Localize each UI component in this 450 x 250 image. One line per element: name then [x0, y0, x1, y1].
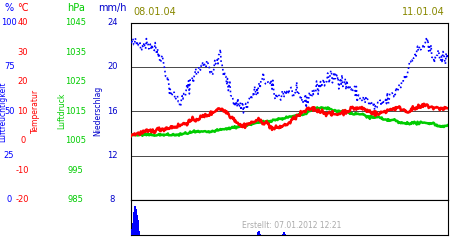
Bar	[134, 212, 135, 235]
Text: -10: -10	[16, 166, 30, 175]
Text: 10: 10	[18, 107, 28, 116]
Bar	[284, 234, 286, 235]
Text: Erstellt: 07.01.2012 12:21: Erstellt: 07.01.2012 12:21	[242, 221, 341, 230]
Text: 40: 40	[18, 18, 28, 27]
Text: 20: 20	[18, 77, 28, 86]
Text: 985: 985	[68, 196, 84, 204]
Text: 16: 16	[107, 107, 117, 116]
Text: 0: 0	[6, 196, 12, 204]
Text: Luftfeuchtigkeit: Luftfeuchtigkeit	[0, 81, 7, 142]
Text: 25: 25	[4, 151, 14, 160]
Text: 0: 0	[20, 136, 26, 145]
Bar	[131, 229, 133, 235]
Text: °C: °C	[17, 2, 29, 12]
Text: 100: 100	[1, 18, 17, 27]
Bar	[257, 232, 259, 235]
Bar	[136, 214, 138, 235]
Text: mm/h: mm/h	[98, 2, 126, 12]
Text: Niederschlag: Niederschlag	[94, 86, 103, 136]
Text: %: %	[4, 2, 13, 12]
Bar	[257, 230, 260, 235]
Text: 20: 20	[107, 62, 117, 72]
Text: Temperatur: Temperatur	[31, 89, 40, 133]
Text: 24: 24	[107, 18, 117, 27]
Text: 08.01.04: 08.01.04	[134, 7, 176, 17]
Text: 1005: 1005	[65, 136, 86, 145]
Text: 8: 8	[109, 196, 115, 204]
Bar	[133, 218, 135, 235]
Bar	[282, 234, 284, 235]
Bar	[132, 223, 134, 235]
Text: 12: 12	[107, 151, 117, 160]
Bar	[135, 209, 137, 235]
Bar	[137, 220, 139, 235]
Bar	[259, 234, 261, 235]
Text: 75: 75	[4, 62, 14, 72]
Text: 1035: 1035	[65, 48, 86, 56]
Bar	[134, 206, 136, 235]
Text: 11.01.04: 11.01.04	[402, 7, 445, 17]
Text: 1015: 1015	[65, 107, 86, 116]
Bar	[283, 232, 285, 235]
Text: -20: -20	[16, 196, 30, 204]
Text: Luftdruck: Luftdruck	[57, 93, 66, 130]
Bar	[137, 226, 140, 235]
Text: 1025: 1025	[65, 77, 86, 86]
Text: 50: 50	[4, 107, 14, 116]
Text: hPa: hPa	[67, 2, 85, 12]
Text: 995: 995	[68, 166, 84, 175]
Text: 1045: 1045	[65, 18, 86, 27]
Bar	[138, 230, 140, 235]
Bar	[258, 232, 260, 235]
Text: 30: 30	[18, 48, 28, 56]
